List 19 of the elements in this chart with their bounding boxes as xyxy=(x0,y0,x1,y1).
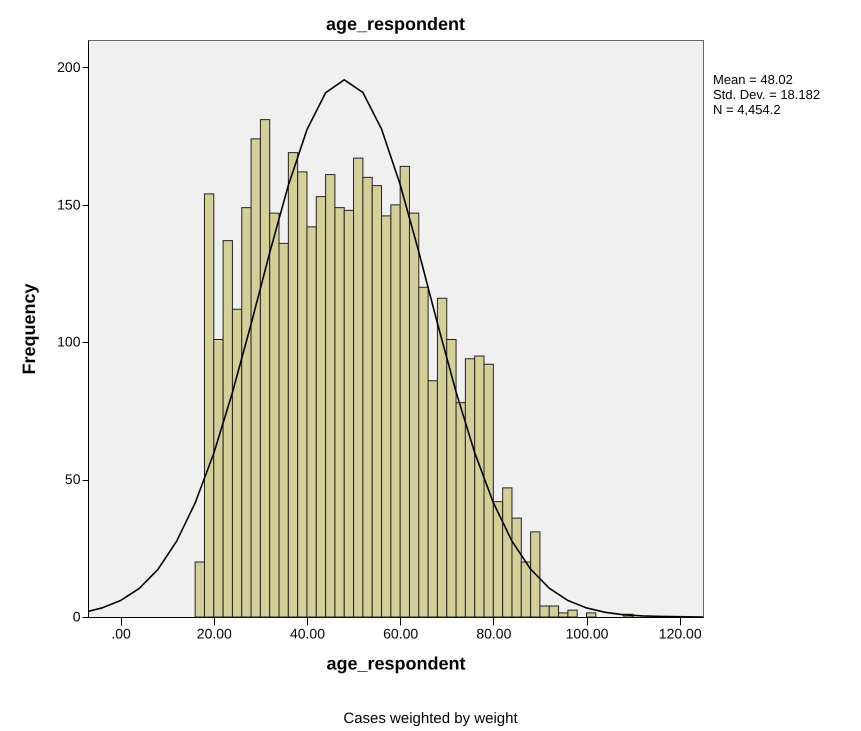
x-tick-label: 80.00 xyxy=(476,626,512,642)
y-tick-label: 50 xyxy=(64,471,81,488)
chart-title: age_respondent xyxy=(326,14,466,34)
x-tick-label: 20.00 xyxy=(196,626,232,642)
text: N = 4,454.2 xyxy=(713,102,782,117)
y-tick-label: 200 xyxy=(57,58,81,75)
y-tick-label: 0 xyxy=(72,608,81,624)
text: Mean = 48.02 xyxy=(713,72,794,87)
x-tick-label: 60.00 xyxy=(383,626,418,642)
y-tick-label: 150 xyxy=(57,196,81,212)
x-axis-title: age_respondent xyxy=(326,654,466,674)
x-tick-label: .00 xyxy=(111,626,132,642)
x-tick-label: 100.00 xyxy=(566,626,609,642)
y-axis-title: Frequency xyxy=(19,283,40,375)
x-tick-label: 40.00 xyxy=(290,626,326,642)
text: Std. Dev. = 18.182 xyxy=(713,87,820,102)
text: Cases weighted by weight xyxy=(342,710,519,727)
x-tick-label: 120.00 xyxy=(658,626,702,642)
y-tick-label: 100 xyxy=(57,334,81,350)
